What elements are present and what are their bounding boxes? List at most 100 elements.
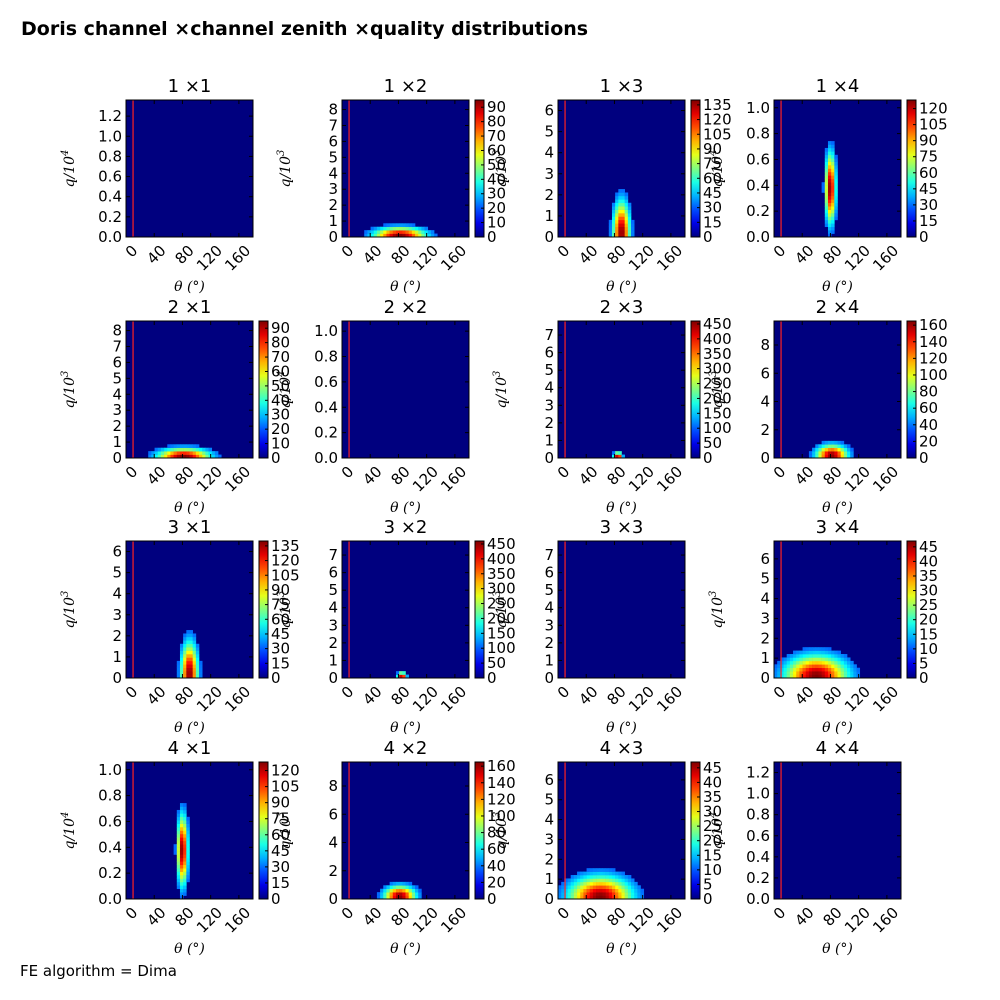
y-tick-label: 2 — [328, 196, 338, 214]
heatmap-cell — [570, 881, 575, 886]
heatmap-cell — [395, 671, 400, 675]
x-axis-label: θ (°) — [606, 279, 637, 295]
colorbar-tick-label: 10 — [703, 861, 722, 879]
heatmap-cell — [192, 664, 197, 669]
heatmap-cell — [186, 444, 190, 449]
heatmap-cell — [192, 447, 197, 452]
heatmap-cell — [831, 230, 835, 234]
axes-frame — [341, 320, 470, 459]
x-axis-label: θ (°) — [174, 500, 205, 516]
heatmap-cell — [176, 827, 181, 831]
heatmap-cell — [827, 209, 832, 214]
heatmap-cell — [183, 844, 187, 848]
y-tick-label: 3 — [328, 180, 338, 198]
heatmap-cell — [821, 447, 826, 452]
heatmap-cell — [589, 871, 594, 876]
heatmap-cell — [843, 667, 848, 672]
x-tick-label: 40 — [359, 904, 385, 930]
footer-note: FE algorithm = Dima — [20, 962, 177, 980]
heatmap-cell — [831, 154, 835, 159]
colorbar-tick-label: 90 — [271, 319, 290, 337]
y-tick-label: 0.2 — [98, 864, 122, 882]
colorbar-tick-label: 10 — [919, 640, 938, 658]
y-tick-label: 5 — [328, 148, 338, 166]
heatmap-cell — [415, 885, 419, 890]
heatmap-cell — [627, 892, 632, 896]
heatmap-cell — [618, 226, 622, 231]
y-tick-label: 2 — [112, 627, 122, 645]
heatmap-cell — [837, 667, 841, 672]
heatmap-cell — [812, 451, 816, 455]
heatmap-cell — [561, 885, 565, 890]
heatmap-cell — [186, 643, 190, 648]
heatmap-cell — [615, 226, 619, 231]
heatmap-cell — [570, 895, 575, 900]
heatmap-cell — [183, 830, 187, 835]
x-tick-label: 0 — [338, 904, 357, 923]
heatmap-cell — [157, 447, 162, 452]
x-tick-label: 160 — [437, 463, 470, 496]
heatmap-cell — [637, 888, 641, 893]
colorbar-tick-label: 80 — [271, 334, 290, 352]
heatmap-cell — [834, 185, 838, 190]
heatmap-cell — [170, 454, 174, 459]
heatmap-cell — [796, 664, 800, 669]
heatmap-cell — [583, 888, 587, 893]
colorbar-tick-label: 140 — [487, 774, 516, 792]
y-tick-label: 3 — [112, 401, 122, 419]
heatmap-cell — [802, 657, 807, 662]
heatmap-cell — [827, 192, 832, 197]
heatmap-cell — [186, 657, 190, 662]
y-tick-label: 6 — [544, 564, 554, 582]
y-tick-label: 3 — [544, 165, 554, 183]
heatmap-cell — [831, 654, 835, 658]
colorbar-tick-label: 60 — [271, 610, 290, 628]
panel-title: 4 ×1 — [168, 738, 212, 759]
heatmap-cell — [840, 667, 845, 672]
heatmap-cell — [805, 674, 810, 679]
heatmap-cell — [189, 650, 193, 655]
heatmap-cell — [192, 674, 197, 679]
y-label-exponent: 3 — [60, 371, 71, 377]
heatmap-cell — [570, 878, 575, 883]
heatmap-cell — [837, 674, 841, 679]
colorbar-tick-label: 40 — [703, 773, 722, 791]
heatmap-cell — [624, 199, 629, 204]
heatmap-cell — [580, 881, 584, 886]
heatmap-cell — [611, 202, 616, 207]
heatmap-cell — [615, 216, 619, 221]
colorbar-tick-label: 90 — [919, 132, 938, 150]
heatmap-cell — [824, 444, 829, 449]
heatmap-cell — [370, 226, 375, 231]
x-tick-label: 120 — [193, 463, 226, 496]
panel-title: 1 ×4 — [816, 76, 860, 97]
heatmap-cell — [195, 660, 200, 665]
heatmap-cell — [621, 216, 625, 221]
y-tick-label: 0.8 — [746, 125, 770, 143]
heatmap-cell — [853, 674, 857, 679]
y-axis-label: q/103 — [708, 591, 726, 629]
x-tick-label: 0 — [122, 242, 141, 261]
heatmap-cell — [837, 451, 841, 455]
heatmap-cell — [618, 223, 622, 228]
heatmap-cell — [592, 895, 597, 900]
y-axis-label: q/103 — [276, 591, 294, 629]
heatmap-cell — [408, 226, 413, 231]
heatmap-cell — [402, 230, 406, 234]
x-tick-label: 120 — [841, 683, 874, 716]
y-tick-label: 1 — [544, 651, 554, 669]
heatmap-cell — [186, 451, 190, 455]
y-label-base: q/10 — [62, 818, 78, 850]
y-label-exponent: 3 — [708, 591, 719, 597]
colorbar-tick-label: 20 — [487, 873, 506, 891]
heatmap-cell — [424, 230, 429, 234]
heatmap-cell — [802, 664, 807, 669]
x-tick-label: 40 — [143, 904, 169, 930]
heatmap-cell — [834, 660, 838, 665]
heatmap-cell — [392, 892, 397, 896]
colorbar-tick-label: 300 — [703, 360, 732, 378]
heatmap-cell — [624, 216, 629, 221]
y-tick-label: 4 — [112, 385, 122, 403]
x-tick-label: 40 — [359, 242, 385, 268]
x-tick-label: 40 — [359, 463, 385, 489]
